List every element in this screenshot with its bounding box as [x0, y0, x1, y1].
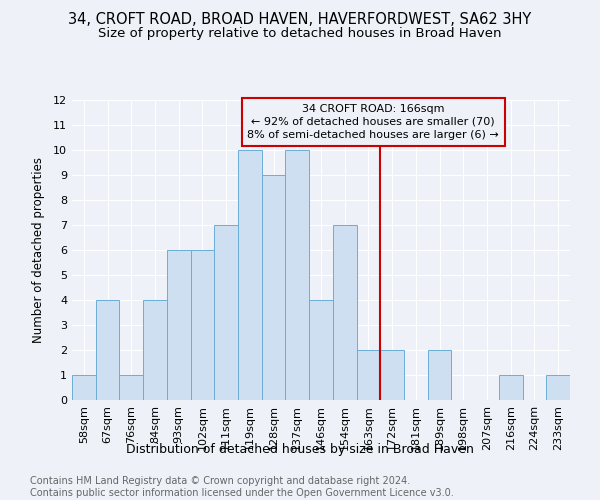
Bar	[499, 375, 523, 400]
Text: Size of property relative to detached houses in Broad Haven: Size of property relative to detached ho…	[98, 28, 502, 40]
Bar	[428, 350, 451, 400]
Bar	[167, 250, 191, 400]
Bar	[238, 150, 262, 400]
Bar	[191, 250, 214, 400]
Bar	[119, 375, 143, 400]
Bar	[214, 225, 238, 400]
Bar	[143, 300, 167, 400]
Bar	[96, 300, 119, 400]
Bar	[72, 375, 96, 400]
Text: Distribution of detached houses by size in Broad Haven: Distribution of detached houses by size …	[126, 442, 474, 456]
Bar	[380, 350, 404, 400]
Bar	[356, 350, 380, 400]
Bar	[262, 175, 286, 400]
Bar	[333, 225, 356, 400]
Bar	[309, 300, 333, 400]
Text: Contains HM Land Registry data © Crown copyright and database right 2024.
Contai: Contains HM Land Registry data © Crown c…	[30, 476, 454, 498]
Bar	[546, 375, 570, 400]
Y-axis label: Number of detached properties: Number of detached properties	[32, 157, 44, 343]
Text: 34, CROFT ROAD, BROAD HAVEN, HAVERFORDWEST, SA62 3HY: 34, CROFT ROAD, BROAD HAVEN, HAVERFORDWE…	[68, 12, 532, 28]
Text: 34 CROFT ROAD: 166sqm
← 92% of detached houses are smaller (70)
8% of semi-detac: 34 CROFT ROAD: 166sqm ← 92% of detached …	[247, 104, 499, 140]
Bar	[286, 150, 309, 400]
